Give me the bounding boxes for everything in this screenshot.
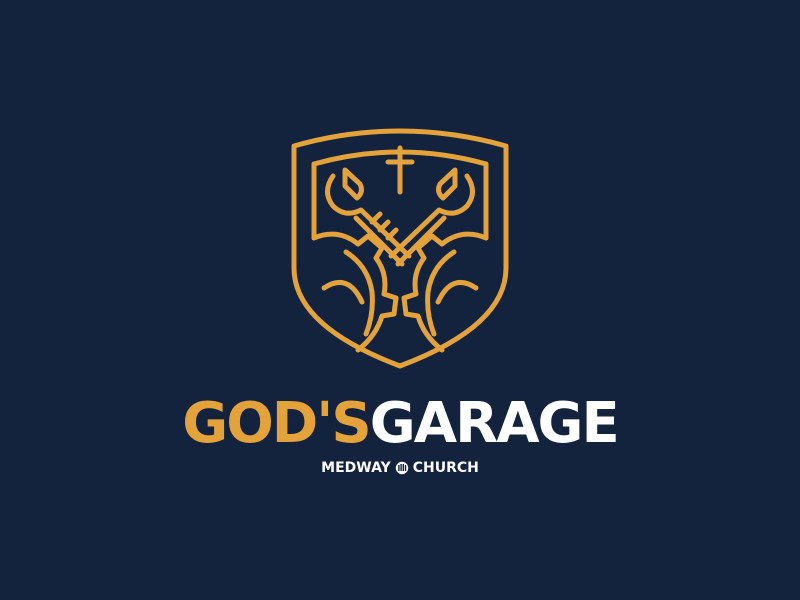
logo-title-part1: GOD'S: [182, 391, 372, 456]
logo-subtitle-left: MEDWAY: [321, 460, 391, 476]
logo-wordmark: GOD'SGARAGE: [0, 392, 800, 456]
logo-title-part2: GARAGE: [369, 391, 620, 456]
logo-subtitle-right: CHURCH: [412, 460, 479, 476]
logo-subtitle: MEDWAY CHURCH: [0, 458, 800, 478]
church-mark-icon: [395, 461, 408, 475]
shield-wrench-cross-gear-icon: [291, 128, 509, 369]
